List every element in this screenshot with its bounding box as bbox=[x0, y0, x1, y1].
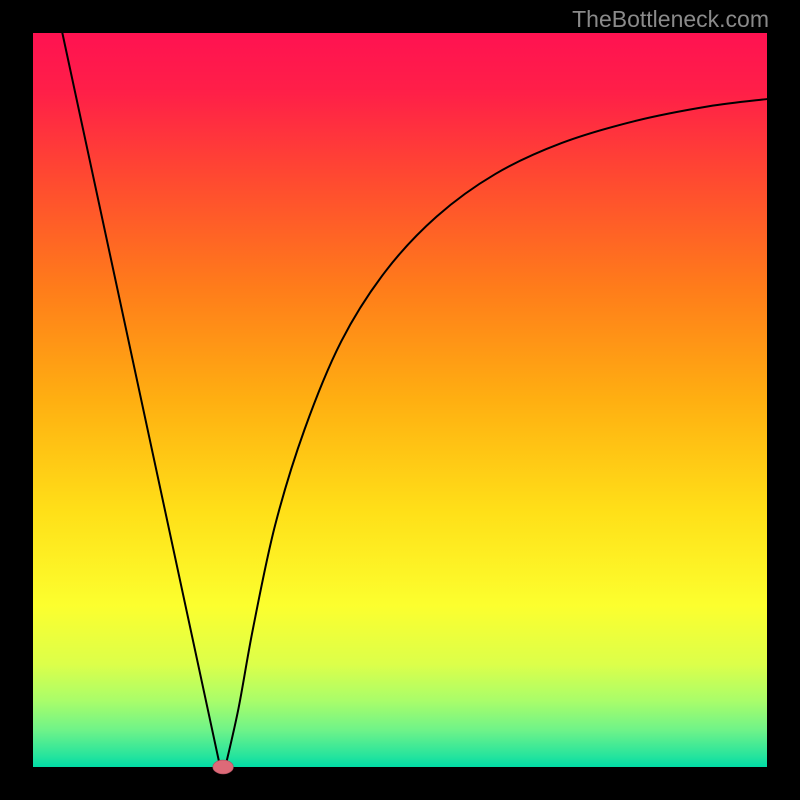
plot-area bbox=[33, 33, 767, 767]
optimal-point-marker bbox=[213, 760, 234, 774]
bottleneck-chart bbox=[0, 0, 800, 800]
watermark-text: TheBottleneck.com bbox=[572, 6, 769, 33]
chart-container: { "watermark": { "text": "TheBottleneck.… bbox=[0, 0, 800, 800]
